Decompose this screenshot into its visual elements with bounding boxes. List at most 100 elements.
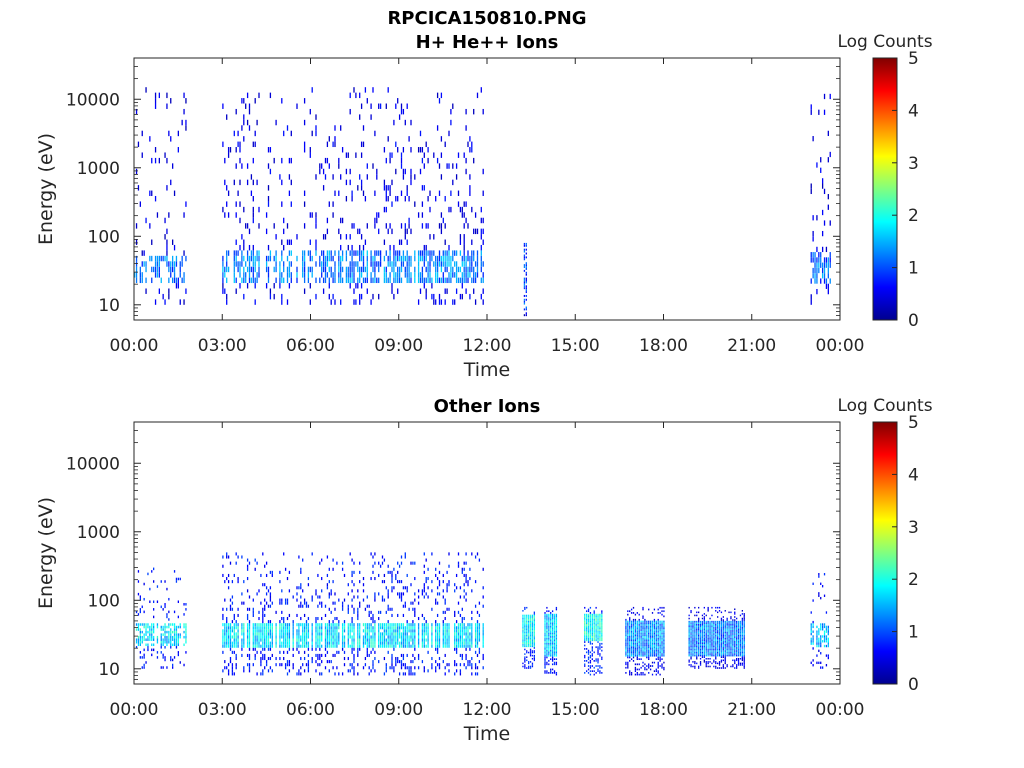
heat-cell bbox=[587, 622, 590, 625]
heat-cell bbox=[431, 629, 433, 633]
heat-cell bbox=[474, 638, 477, 642]
heat-cell bbox=[717, 633, 719, 635]
heat-cell bbox=[170, 272, 172, 278]
heat-cell bbox=[139, 597, 141, 601]
heat-cell bbox=[655, 625, 657, 628]
heat-cell bbox=[632, 656, 635, 659]
heat-cell bbox=[387, 277, 389, 284]
heat-cell bbox=[709, 639, 711, 641]
heat-cell bbox=[387, 650, 389, 654]
heat-cell bbox=[258, 272, 260, 278]
heat-cell bbox=[321, 558, 323, 562]
heat-cell bbox=[359, 299, 361, 305]
heat-cell bbox=[246, 283, 249, 289]
heat-cell bbox=[528, 637, 530, 640]
heat-cell bbox=[597, 629, 599, 631]
heat-cell bbox=[343, 620, 346, 624]
heat-cell bbox=[267, 626, 270, 630]
heat-cell bbox=[707, 661, 709, 663]
heat-cell bbox=[260, 660, 262, 664]
heat-cell bbox=[690, 644, 692, 646]
heat-cell bbox=[248, 595, 251, 599]
heat-cell bbox=[410, 638, 412, 642]
heat-cell bbox=[455, 641, 458, 645]
heat-cell bbox=[397, 288, 399, 294]
heat-cell bbox=[417, 601, 420, 605]
heat-cell bbox=[692, 653, 694, 655]
heat-cell bbox=[271, 601, 273, 605]
heat-cell bbox=[156, 272, 159, 278]
heat-cell bbox=[461, 632, 463, 636]
heat-cell bbox=[368, 613, 370, 617]
heat-cell bbox=[553, 634, 556, 637]
heat-cell bbox=[659, 629, 661, 631]
heat-cell bbox=[400, 598, 403, 602]
heat-cell bbox=[720, 654, 723, 657]
heat-cell bbox=[269, 635, 272, 639]
heat-cell bbox=[646, 642, 648, 645]
heat-cell bbox=[370, 577, 372, 581]
heat-cell bbox=[164, 640, 166, 644]
heat-cell bbox=[482, 595, 484, 599]
heat-cell bbox=[324, 629, 327, 633]
heat-cell bbox=[699, 627, 702, 629]
heat-cell bbox=[398, 564, 401, 568]
heat-cell bbox=[229, 598, 232, 602]
heat-cell bbox=[597, 625, 599, 628]
heat-cell bbox=[698, 631, 700, 634]
heat-cell bbox=[168, 277, 170, 284]
heat-cell bbox=[431, 656, 433, 661]
heat-cell bbox=[627, 634, 629, 637]
heat-cell bbox=[442, 272, 444, 278]
heat-cell bbox=[267, 163, 270, 169]
heat-cell bbox=[663, 627, 665, 630]
heat-cell bbox=[522, 633, 524, 635]
heat-cell bbox=[523, 256, 526, 259]
heat-cell bbox=[351, 261, 353, 267]
heat-cell bbox=[429, 255, 431, 262]
heat-cell bbox=[471, 147, 473, 153]
heat-cell bbox=[317, 616, 319, 621]
heat-cell bbox=[183, 272, 185, 278]
heat-cell bbox=[315, 293, 317, 300]
heat-cell bbox=[467, 223, 469, 229]
heat-cell bbox=[640, 624, 642, 626]
heat-cell bbox=[646, 653, 648, 655]
heat-cell bbox=[657, 624, 659, 626]
heat-cell bbox=[642, 624, 644, 626]
heat-cell bbox=[319, 632, 321, 636]
heat-cell bbox=[296, 672, 298, 676]
heat-cell bbox=[168, 618, 170, 621]
heat-cell bbox=[584, 665, 586, 667]
heat-cell bbox=[636, 672, 638, 674]
heat-cell bbox=[433, 299, 435, 305]
heat-cell bbox=[696, 647, 698, 649]
heat-cell bbox=[522, 625, 524, 628]
heat-cell bbox=[229, 561, 232, 565]
heat-cell bbox=[827, 130, 829, 137]
heat-cell bbox=[288, 570, 291, 574]
heat-cell bbox=[246, 92, 249, 99]
heat-cell bbox=[296, 598, 298, 602]
heat-cell bbox=[651, 622, 654, 625]
heat-cell bbox=[402, 586, 405, 590]
heat-cell bbox=[383, 206, 386, 213]
heat-cell bbox=[414, 255, 416, 262]
heat-cell bbox=[393, 644, 395, 648]
heat-cell bbox=[243, 580, 245, 584]
heat-cell bbox=[659, 627, 661, 630]
heat-cell bbox=[597, 653, 599, 655]
heat-cell bbox=[153, 567, 155, 571]
heat-cell bbox=[315, 632, 317, 636]
heat-cell bbox=[235, 239, 237, 245]
heat-cell bbox=[657, 658, 659, 661]
heat-cell bbox=[175, 255, 178, 262]
heat-cell bbox=[319, 623, 321, 627]
heat-cell bbox=[636, 625, 638, 628]
heat-cell bbox=[296, 623, 298, 627]
heat-cell bbox=[366, 647, 368, 651]
heat-cell bbox=[713, 665, 715, 668]
heat-cell bbox=[480, 266, 482, 273]
heat-cell bbox=[385, 103, 387, 109]
heat-cell bbox=[463, 623, 465, 627]
